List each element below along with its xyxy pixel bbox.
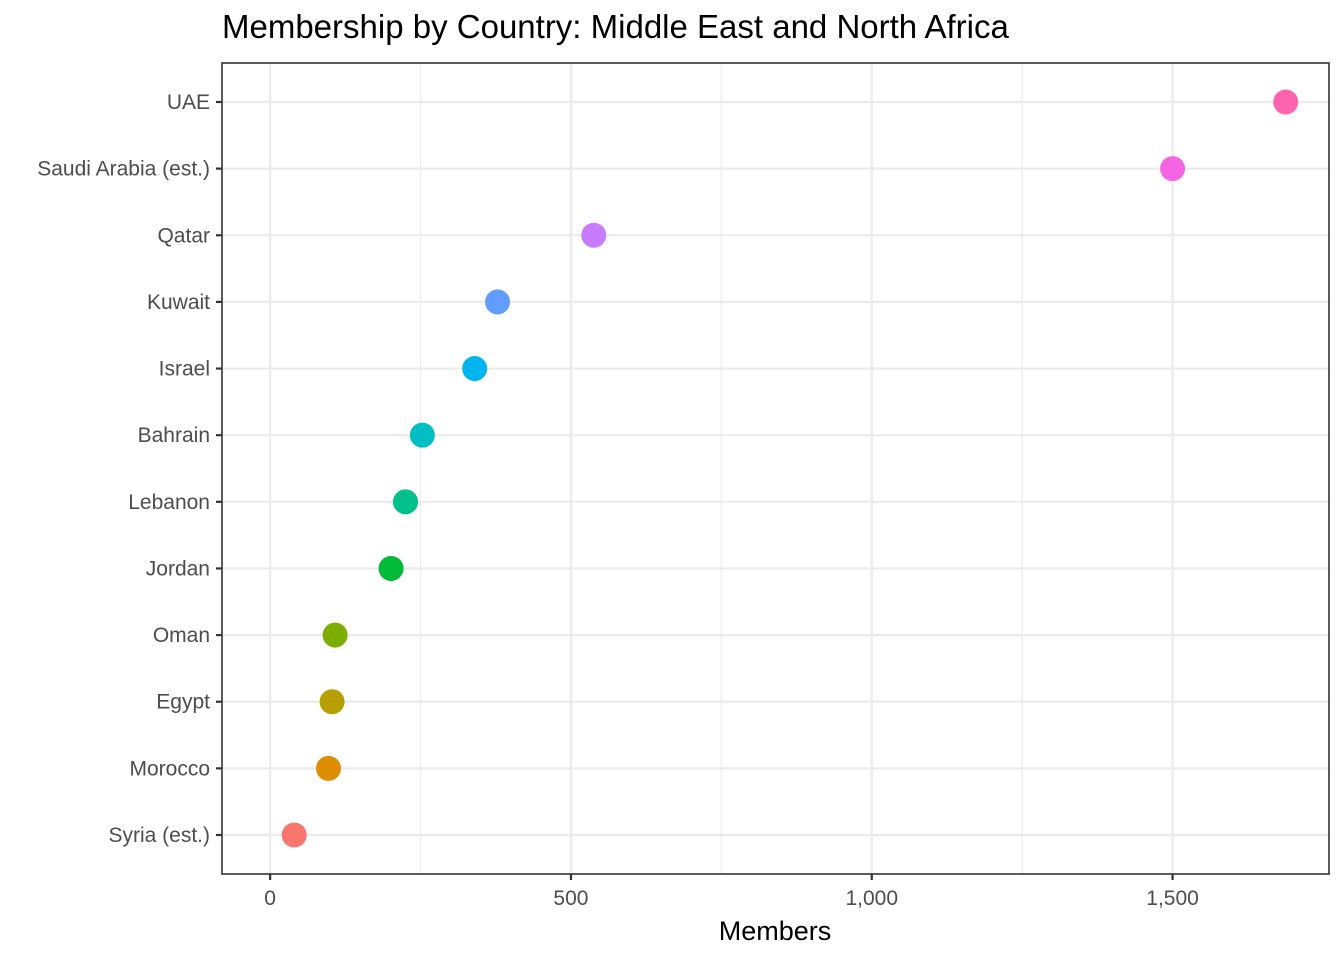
y-tick-label: Syria (est.) <box>108 824 210 847</box>
data-point <box>485 289 511 315</box>
y-tick-label: UAE <box>167 91 210 114</box>
x-tick-label: 0 <box>264 887 276 910</box>
data-point <box>319 689 345 715</box>
data-point <box>462 356 488 382</box>
panel-border <box>221 62 1330 875</box>
grid-layer <box>222 63 1329 874</box>
data-point <box>1273 89 1299 115</box>
data-point <box>581 222 607 248</box>
x-tick-label: 500 <box>553 887 588 910</box>
data-point <box>392 489 418 515</box>
y-tick-label: Lebanon <box>128 491 210 514</box>
data-point <box>409 422 435 448</box>
y-tick-label: Jordan <box>146 557 210 580</box>
x-tick-label: 1,500 <box>1146 887 1199 910</box>
x-tick-label: 1,000 <box>845 887 898 910</box>
y-tick-label: Kuwait <box>147 291 210 314</box>
y-tick-label: Qatar <box>157 224 210 247</box>
x-axis: 0 500 1,000 1,500 <box>264 874 1199 910</box>
x-axis-title: Members <box>719 916 832 946</box>
y-tick-label: Bahrain <box>138 424 210 447</box>
data-point <box>281 822 307 848</box>
y-tick-label: Israel <box>159 358 210 381</box>
data-point <box>378 555 404 581</box>
y-axis: Syria (est.) Morocco Egypt Oman Jordan Lebano… <box>37 91 222 847</box>
data-point <box>322 622 348 648</box>
chart-title: Membership by Country: Middle East and N… <box>222 8 1009 45</box>
y-tick-label: Morocco <box>129 757 210 780</box>
data-point <box>1160 156 1186 182</box>
data-point <box>315 755 341 781</box>
y-tick-label: Egypt <box>156 691 210 714</box>
y-tick-label: Oman <box>153 624 210 647</box>
points-layer <box>281 89 1299 848</box>
y-tick-label: Saudi Arabia (est.) <box>37 158 210 181</box>
